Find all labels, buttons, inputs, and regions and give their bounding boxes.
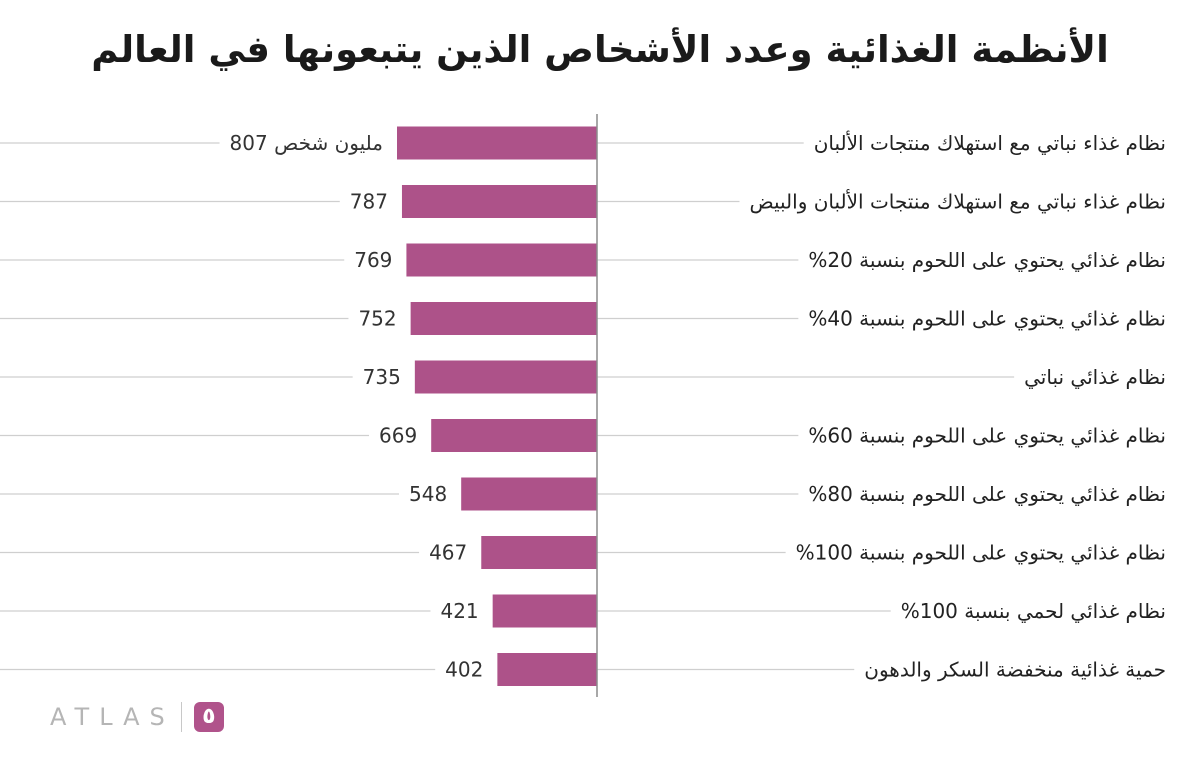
category-label: نظام غذائي نباتي [1024, 365, 1166, 390]
logo-text: ATLAS [50, 703, 175, 731]
value-label: 752 [358, 307, 396, 331]
value-label: 735 [363, 365, 401, 389]
category-label: نظام غذائي يحتوي على اللحوم بنسبة 80% [808, 482, 1166, 507]
labels: 807 مليون شخص نظام غذاء نباتي مع استهلاك … [230, 131, 1166, 682]
bar [431, 419, 597, 452]
bars [397, 126, 597, 686]
value-label: 402 [445, 658, 483, 682]
value-label: 787 [350, 190, 388, 214]
bar [497, 653, 597, 686]
value-label: 421 [440, 599, 478, 623]
grid-lines [0, 142, 1015, 671]
chart-title: الأنظمة الغذائية وعدد الأشخاص الذين يتبع… [91, 28, 1109, 71]
category-label: نظام غذائي يحتوي على اللحوم بنسبة 60% [808, 424, 1166, 449]
category-label: حمية غذائية منخفضة السكر والدهون [864, 658, 1166, 682]
bar [481, 536, 597, 569]
bar [410, 302, 597, 335]
category-label: نظام غذاء نباتي مع استهلاك منتجات الألبا… [749, 190, 1166, 215]
bar [492, 594, 597, 628]
bar [461, 477, 597, 511]
value-label: 669 [379, 424, 417, 448]
logo-mark-icon: ٥ [193, 702, 224, 732]
bar [401, 185, 597, 218]
category-label: نظام غذاء نباتي مع استهلاك منتجات الألبا… [814, 131, 1166, 156]
category-label: نظام غذائي يحتوي على اللحوم بنسبة 20% [808, 248, 1166, 273]
bar [397, 126, 597, 160]
value-label: 548 [409, 482, 447, 506]
logo-divider [180, 702, 182, 732]
category-label: نظام غذائي يحتوي على اللحوم بنسبة 40% [808, 307, 1166, 332]
value-label: 467 [429, 541, 467, 565]
bar [414, 360, 597, 394]
value-label: 807 مليون شخص [230, 131, 383, 155]
value-label: 769 [354, 248, 392, 272]
category-label: نظام غذائي لحمي بنسبة 100% [901, 599, 1166, 624]
atlas-logo: ATLAS ٥ [50, 700, 224, 734]
bar [406, 243, 597, 277]
category-label: نظام غذائي يحتوي على اللحوم بنسبة 100% [796, 541, 1166, 566]
